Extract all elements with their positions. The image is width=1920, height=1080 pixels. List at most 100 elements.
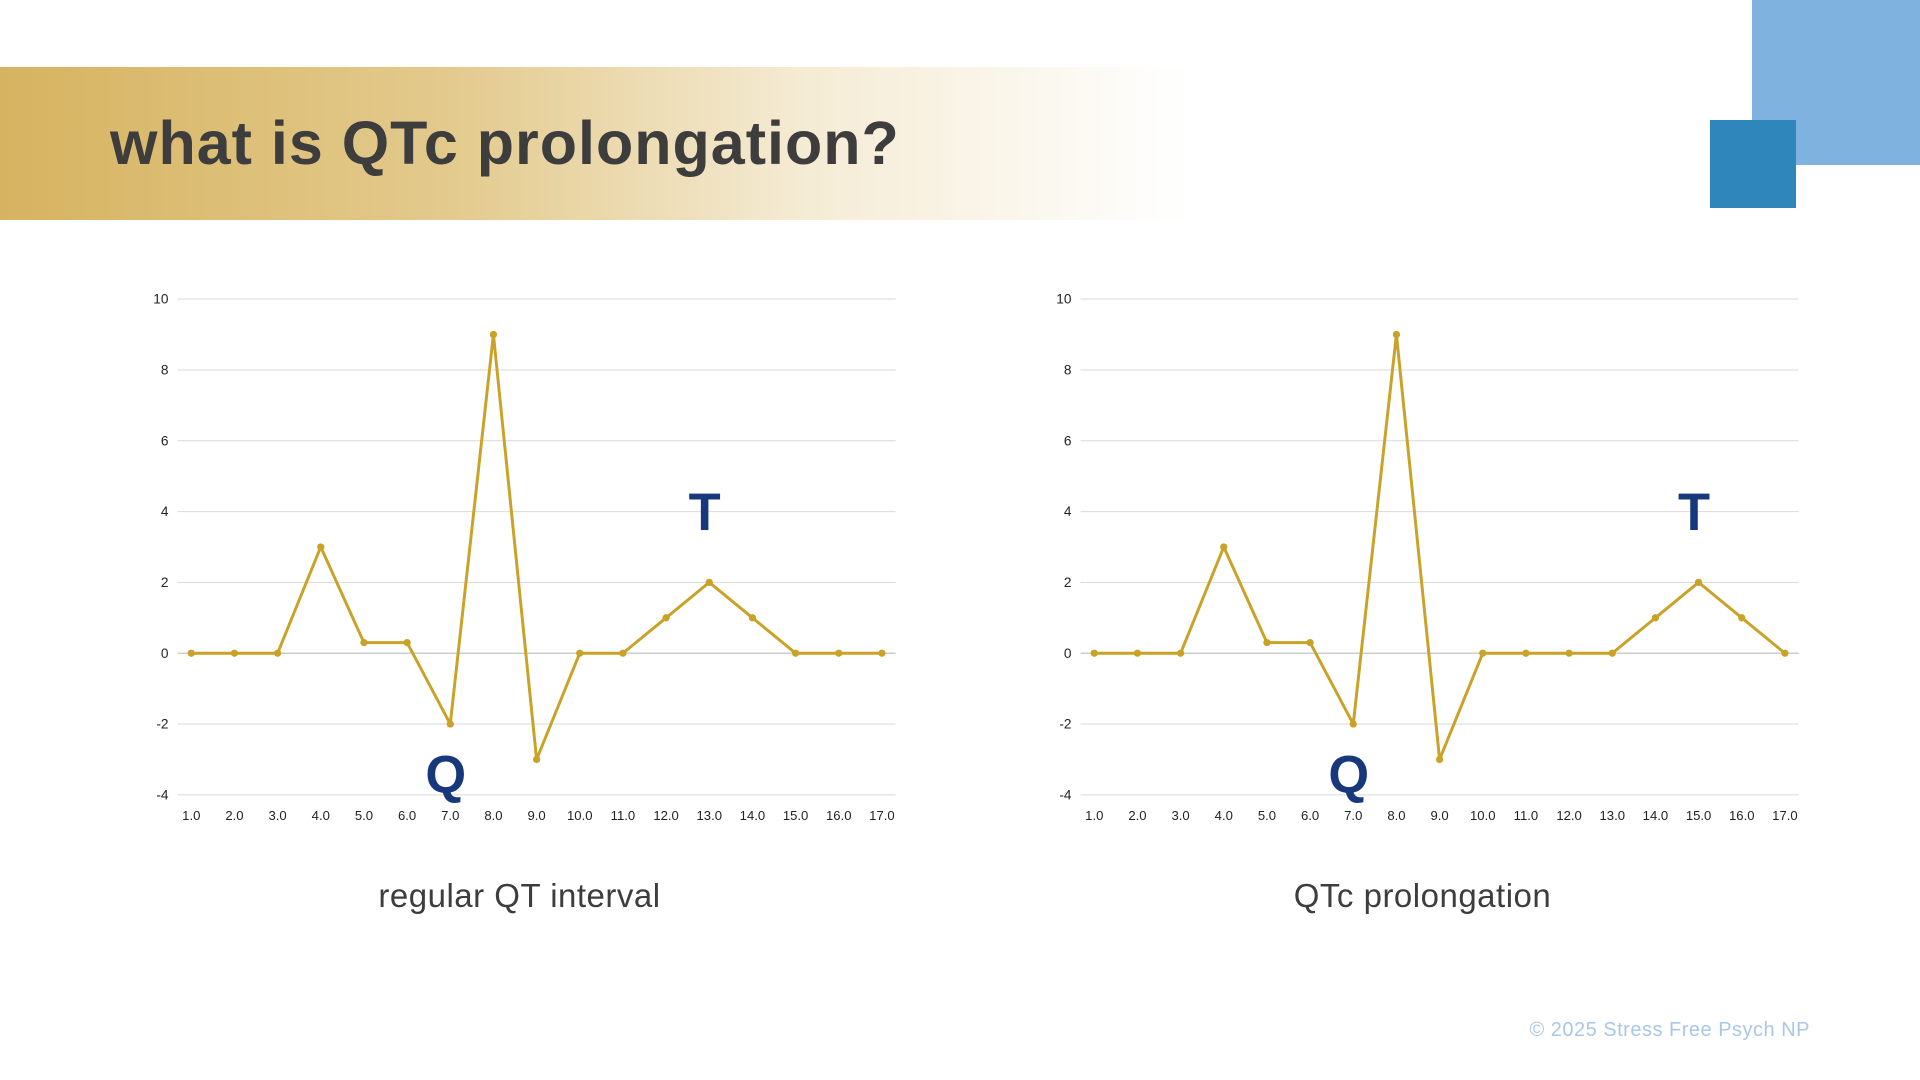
x-tick-label: 14.0 (1643, 808, 1668, 823)
x-tick-label: 17.0 (1772, 808, 1797, 823)
y-tick-label: -2 (156, 717, 168, 732)
data-point-marker (619, 649, 627, 657)
x-tick-label: 11.0 (611, 808, 636, 823)
data-point-marker (532, 755, 541, 764)
data-point-marker (662, 614, 670, 622)
x-tick-label: 3.0 (269, 808, 287, 823)
data-point-marker (1565, 649, 1573, 657)
x-tick-label: 11.0 (1514, 808, 1539, 823)
copyright-text: © 2025 Stress Free Psych NP (1529, 1019, 1810, 1041)
chart-caption-regular: regular QT interval (378, 877, 661, 915)
y-tick-label: 4 (1064, 504, 1072, 519)
x-tick-label: 12.0 (1556, 808, 1581, 823)
x-tick-label: 7.0 (1344, 808, 1362, 823)
ecg-chart-regular: -4 -2 0 2 4 6 8 10 1.0 2.0 3.0 4.0 5.0 6.0 7.0 8.0 9.0 10… (153, 292, 896, 823)
x-tick-label: 6.0 (1301, 808, 1319, 823)
data-point-marker (1176, 649, 1185, 657)
deco-square-small-icon (1710, 120, 1796, 208)
data-point-marker (791, 649, 800, 657)
x-tick-label: 15.0 (1686, 808, 1711, 823)
x-tick-label: 9.0 (527, 808, 545, 823)
x-tick-label: 9.0 (1430, 808, 1448, 823)
x-tick-label: 8.0 (484, 808, 502, 823)
data-point-marker (360, 638, 368, 647)
x-tick-label: 5.0 (355, 808, 373, 823)
data-point-marker (403, 638, 411, 647)
x-tick-label: 1.0 (1085, 808, 1103, 823)
ecg-chart-prolonged: -4 -2 0 2 4 6 8 10 1.0 2.0 3.0 4.0 5.0 6.0 7.0 8.0 9.0 10… (1056, 292, 1799, 823)
x-tick-label: 7.0 (441, 808, 459, 823)
x-tick-label: 16.0 (1729, 808, 1754, 823)
y-tick-label: 4 (161, 504, 169, 519)
x-tick-label: 14.0 (740, 808, 765, 823)
y-tick-label: 6 (161, 433, 169, 448)
x-tick-label: 13.0 (697, 808, 722, 823)
data-point-marker (878, 649, 886, 657)
data-point-marker (1306, 638, 1314, 647)
x-tick-label: 15.0 (783, 808, 808, 823)
data-point-marker (230, 649, 239, 657)
data-point-marker (317, 543, 325, 551)
ecg-line (1094, 333, 1786, 761)
title-band: what is QTc prolongation? (0, 67, 1190, 220)
footer: © 2025 Stress Free Psych NP (1529, 1019, 1810, 1042)
x-tick-label: 16.0 (826, 808, 851, 823)
y-tick-label: 8 (161, 362, 169, 377)
data-point-marker (1435, 755, 1444, 764)
data-point-marker (576, 649, 584, 657)
y-tick-label: 2 (161, 575, 169, 590)
wave-label-q: Q (425, 746, 466, 804)
y-tick-label: -4 (1059, 787, 1072, 802)
x-tick-label: 10.0 (1470, 808, 1495, 823)
data-point-marker (1522, 649, 1530, 657)
x-tick-label: 2.0 (1128, 808, 1146, 823)
y-tick-label: 0 (161, 646, 169, 661)
y-tick-label: 2 (1064, 575, 1072, 590)
page-title: what is QTc prolongation? (110, 109, 900, 177)
x-tick-label: 1.0 (182, 808, 200, 823)
chart-regular-qt-interval: -4 -2 0 2 4 6 8 10 1.0 2.0 3.0 4.0 5.0 6.0 7.0 8.0 9.0 10… (132, 282, 907, 915)
data-point-marker (446, 720, 454, 728)
data-point-marker (1090, 649, 1098, 657)
x-tick-label: 8.0 (1387, 808, 1405, 823)
data-point-marker (748, 614, 757, 622)
data-point-marker (1781, 649, 1789, 657)
y-tick-label: 10 (1056, 292, 1072, 307)
x-tick-label: 4.0 (1215, 808, 1233, 823)
wave-label-q: Q (1328, 746, 1369, 804)
x-tick-label: 3.0 (1172, 808, 1190, 823)
data-point-marker (1738, 614, 1746, 622)
x-tick-label: 6.0 (398, 808, 416, 823)
data-point-marker (1694, 578, 1703, 587)
data-point-marker (273, 649, 282, 657)
data-point-marker (1479, 649, 1487, 657)
y-tick-label: 8 (1064, 362, 1072, 377)
wave-label-t: T (689, 484, 721, 542)
y-tick-label: 0 (1064, 646, 1072, 661)
x-tick-label: 13.0 (1600, 808, 1625, 823)
y-tick-label: -2 (1059, 717, 1071, 732)
data-point-marker (1392, 330, 1401, 339)
x-tick-label: 17.0 (869, 808, 894, 823)
wave-label-t: T (1678, 484, 1710, 542)
data-point-marker (1349, 720, 1357, 728)
ecg-line (191, 333, 882, 761)
data-point-marker (835, 649, 843, 657)
x-tick-label: 5.0 (1258, 808, 1276, 823)
x-tick-label: 2.0 (225, 808, 243, 823)
x-tick-label: 4.0 (312, 808, 330, 823)
y-tick-label: 10 (153, 292, 169, 307)
data-point-marker (1220, 543, 1228, 551)
chart-caption-prolonged: QTc prolongation (1293, 877, 1552, 915)
x-tick-label: 10.0 (567, 808, 592, 823)
charts-row: -4 -2 0 2 4 6 8 10 1.0 2.0 3.0 4.0 5.0 6.0 7.0 8.0 9.0 10… (0, 282, 1920, 915)
data-point-marker (489, 330, 498, 339)
data-point-marker (1608, 649, 1616, 657)
chart-qtc-prolongation: -4 -2 0 2 4 6 8 10 1.0 2.0 3.0 4.0 5.0 6.0 7.0 8.0 9.0 10… (1035, 282, 1810, 915)
data-point-marker (187, 649, 195, 657)
data-point-marker (705, 578, 713, 587)
data-point-marker (1651, 614, 1660, 622)
y-tick-label: -4 (156, 787, 169, 802)
y-tick-label: 6 (1064, 433, 1072, 448)
